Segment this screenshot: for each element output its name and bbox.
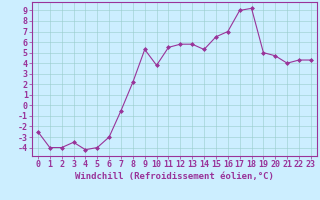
X-axis label: Windchill (Refroidissement éolien,°C): Windchill (Refroidissement éolien,°C): [75, 172, 274, 181]
